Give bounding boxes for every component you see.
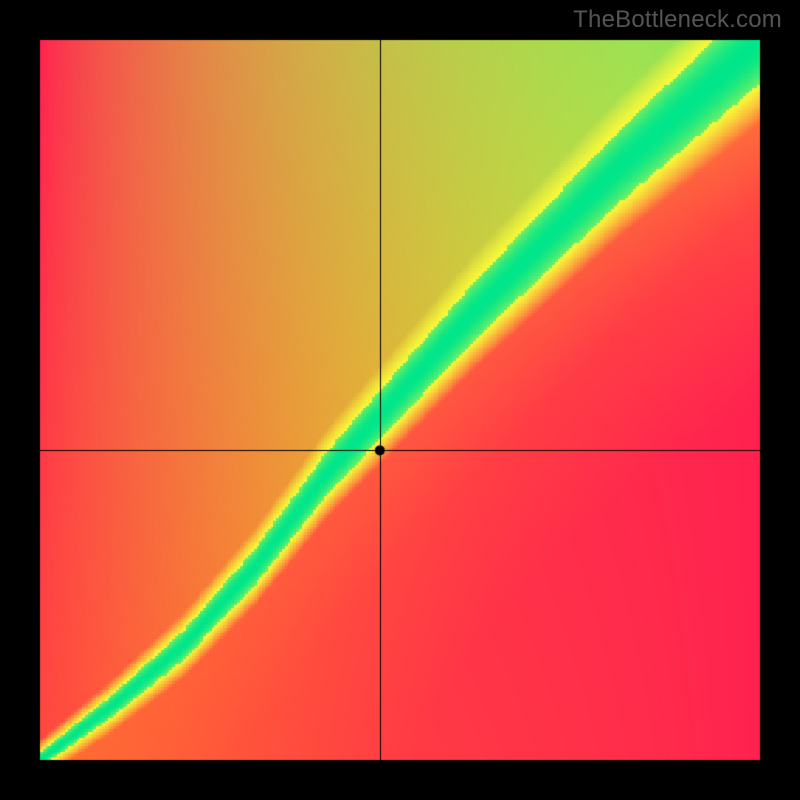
chart-container: TheBottleneck.com — [0, 0, 800, 800]
bottleneck-heatmap-canvas — [0, 0, 800, 800]
watermark-text: TheBottleneck.com — [573, 6, 782, 34]
